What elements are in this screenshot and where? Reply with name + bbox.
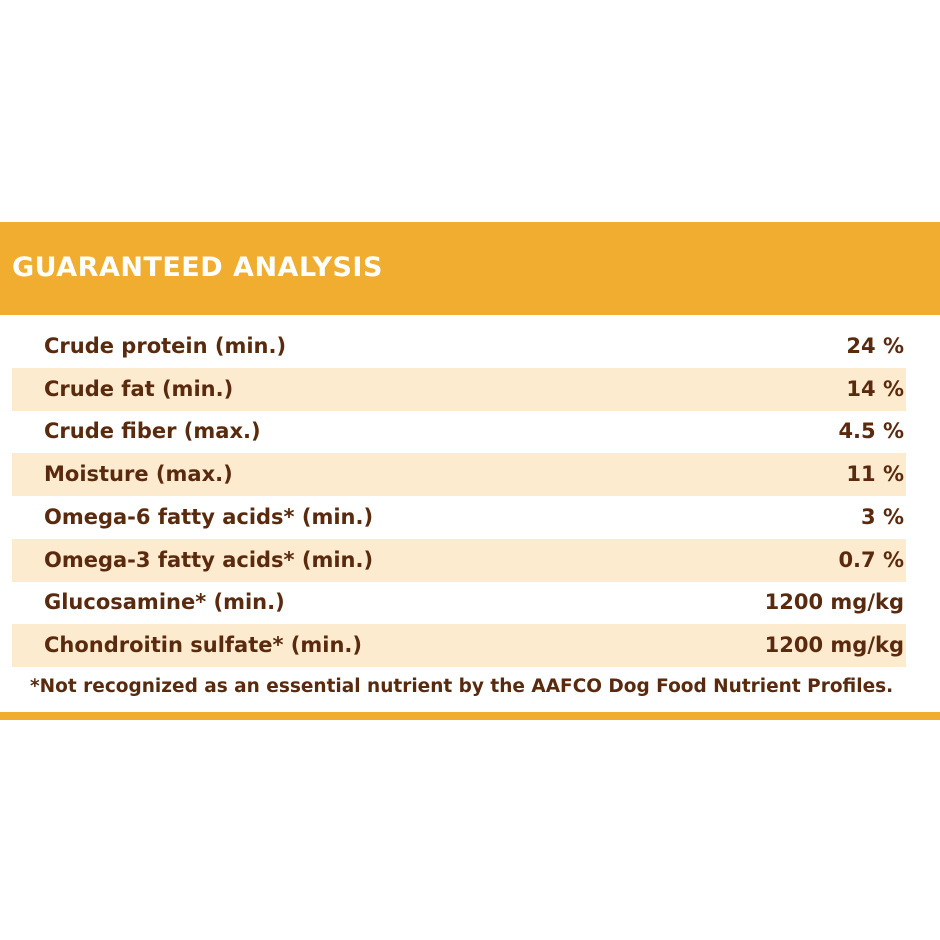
table-row: Chondroitin sulfate* (min.) 1200 mg/kg: [12, 623, 906, 667]
table-row: Crude fiber (max.) 4.5 %: [12, 410, 906, 453]
nutrient-name: Crude fiber (max.): [44, 419, 261, 444]
nutrient-name: Omega-6 fatty acids* (min.): [44, 504, 374, 529]
table-row: Crude fat (min.) 14 %: [12, 367, 906, 411]
footnote: *Not recognized as an essential nutrient…: [30, 676, 894, 697]
header-band: [0, 222, 940, 315]
nutrient-amount: 1200 mg/kg: [764, 590, 904, 615]
nutrient-amount: 4.5 %: [838, 419, 904, 444]
nutrient-amount: 11 %: [846, 462, 904, 487]
title: GUARANTEED ANALYSIS: [12, 252, 383, 283]
nutrient-amount: 3 %: [861, 504, 904, 529]
table-row: Moisture (max.) 11 %: [12, 453, 906, 497]
nutrient-name: Crude protein (min.): [44, 334, 287, 358]
bottom-rule: [0, 712, 940, 720]
nutrient-amount: 1200 mg/kg: [764, 632, 904, 657]
table-row: Omega-6 fatty acids* (min.) 3 %: [12, 496, 906, 539]
nutrient-amount: 0.7 %: [838, 547, 904, 572]
table-row: Crude protein (min.) 24 %: [12, 325, 906, 368]
table-row: Glucosamine* (min.) 1200 mg/kg: [12, 581, 906, 624]
nutrient-name: Omega-3 fatty acids* (min.): [44, 547, 374, 572]
nutrient-name: Glucosamine* (min.): [44, 590, 285, 615]
table-row: Omega-3 fatty acids* (min.) 0.7 %: [12, 538, 906, 582]
nutrient-amount: 24 %: [846, 334, 904, 358]
nutrient-name: Chondroitin sulfate* (min.): [44, 632, 362, 657]
nutrient-name: Moisture (max.): [44, 462, 233, 487]
nutrient-name: Crude fat (min.): [44, 376, 234, 401]
nutrient-amount: 14 %: [846, 376, 904, 401]
